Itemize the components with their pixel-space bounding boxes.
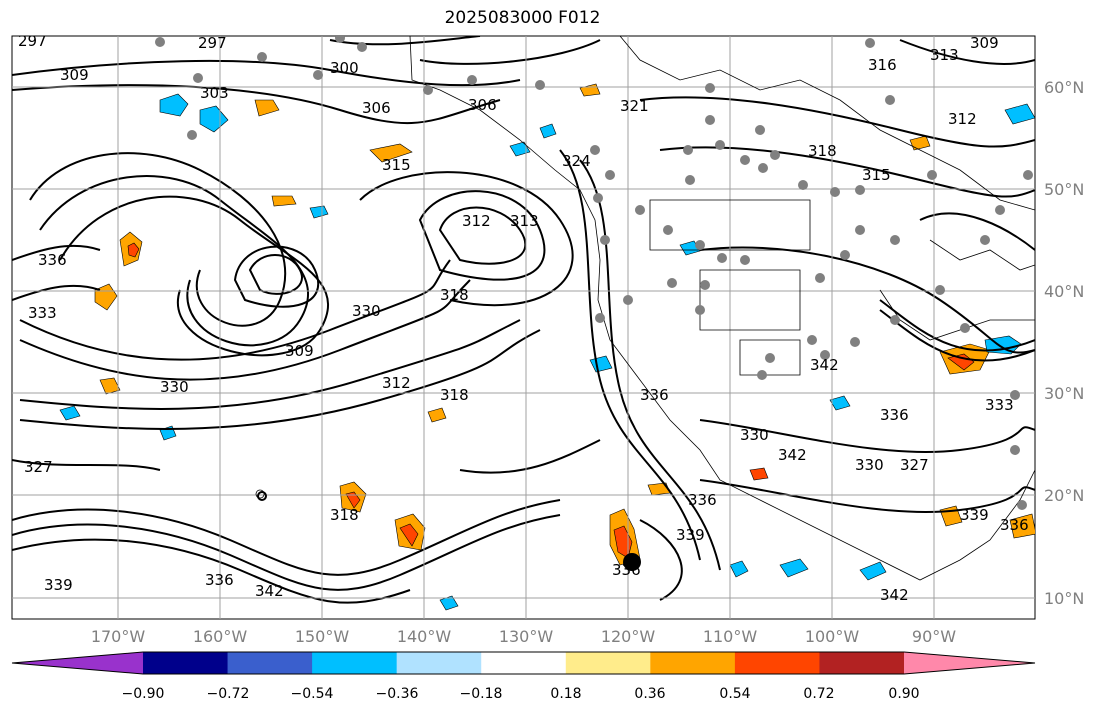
coastlines xyxy=(255,36,1035,581)
colorbar-tick-label: −0.36 xyxy=(376,686,419,702)
colorbar-segment xyxy=(143,652,229,674)
colorbar-tick-label: −0.72 xyxy=(207,686,250,702)
contour-label: 309 xyxy=(285,342,314,360)
contour-label: 339 xyxy=(44,576,73,594)
contour-label: 342 xyxy=(810,356,839,374)
contour-label: 336 xyxy=(880,406,909,424)
colorbar-ticks: −0.90 −0.72 −0.54 −0.36 −0.18 0.18 0.36 … xyxy=(122,686,920,702)
contour-label: 327 xyxy=(24,458,53,476)
lat-label-10n: 10°N xyxy=(1044,589,1084,608)
colorbar-extension-low xyxy=(12,652,143,674)
colorbar-segment xyxy=(734,652,820,674)
contour-label: 303 xyxy=(200,84,229,102)
colorbar xyxy=(11,651,1036,675)
contour-label: 330 xyxy=(740,426,769,444)
contour-label: 342 xyxy=(880,586,909,604)
contour-label: 315 xyxy=(862,166,891,184)
contour-label: 330 xyxy=(352,302,381,320)
contour-label: 333 xyxy=(28,304,57,322)
colorbar-tick-label: 0.90 xyxy=(888,686,919,702)
map-panel xyxy=(11,35,1036,620)
contour-label: 313 xyxy=(510,212,539,230)
colorbar-outline xyxy=(11,651,1036,675)
lon-label-160w: 160°W xyxy=(193,627,248,646)
lat-label-30n: 30°N xyxy=(1044,384,1084,403)
lon-label-170w: 170°W xyxy=(91,627,146,646)
colorbar-tick-label: −0.54 xyxy=(291,686,334,702)
colorbar-segment xyxy=(396,652,482,674)
map-title: 2025083000 F012 xyxy=(444,8,601,28)
storm-markers xyxy=(257,491,641,571)
colorbar-segment xyxy=(312,652,398,674)
contour-label: 318 xyxy=(330,506,359,524)
lon-label-110w: 110°W xyxy=(703,627,758,646)
longitude-axis: 170°W 160°W 150°W 140°W 130°W 120°W 110°… xyxy=(91,627,956,646)
contour-label: 312 xyxy=(462,212,491,230)
contour-label: 330 xyxy=(160,378,189,396)
lon-label-90w: 90°W xyxy=(912,627,956,646)
contour-label: 300 xyxy=(330,59,359,77)
colorbar-tick-label: 0.54 xyxy=(719,686,750,702)
lat-label-20n: 20°N xyxy=(1044,486,1084,505)
colorbar-extension-high xyxy=(904,652,1035,674)
colorbar-tick-label: 0.36 xyxy=(634,686,665,702)
colorbar-segment xyxy=(481,652,567,674)
contour-label: 312 xyxy=(382,374,411,392)
station-markers xyxy=(155,36,1033,510)
contour-label: 324 xyxy=(562,152,591,170)
lon-label-120w: 120°W xyxy=(601,627,656,646)
lon-label-140w: 140°W xyxy=(397,627,452,646)
contour-label: 309 xyxy=(60,66,89,84)
lon-label-100w: 100°W xyxy=(805,627,860,646)
contour-label: 318 xyxy=(440,286,469,304)
contour-label: 315 xyxy=(382,156,411,174)
contour-label: 339 xyxy=(676,526,705,544)
contour-label: 318 xyxy=(440,386,469,404)
contour-label: 321 xyxy=(620,97,649,115)
contour-label: 339 xyxy=(960,506,989,524)
lat-label-40n: 40°N xyxy=(1044,282,1084,301)
colorbar-tick-label: −0.18 xyxy=(460,686,503,702)
lon-label-130w: 130°W xyxy=(499,627,554,646)
contour-label: 336 xyxy=(612,561,641,579)
colorbar-segment xyxy=(650,652,736,674)
contour-lines xyxy=(12,36,1035,604)
colorbar-tick-label: 0.72 xyxy=(803,686,834,702)
contour-label: 306 xyxy=(468,96,497,114)
contour-label: 309 xyxy=(970,34,999,52)
lat-label-60n: 60°N xyxy=(1044,78,1084,97)
graticule xyxy=(12,36,1035,619)
contour-label: 297 xyxy=(18,32,47,50)
lat-label-50n: 50°N xyxy=(1044,180,1084,199)
contour-label: 342 xyxy=(255,582,284,600)
contour-label: 342 xyxy=(778,446,807,464)
contour-label: 297 xyxy=(198,34,227,52)
contour-label: 327 xyxy=(900,456,929,474)
contour-label: 316 xyxy=(868,56,897,74)
latitude-axis: 60°N 50°N 40°N 30°N 20°N 10°N xyxy=(1044,78,1084,608)
contour-label: 313 xyxy=(930,46,959,64)
colorbar-segment xyxy=(819,652,905,674)
colorbar-tick-label: −0.90 xyxy=(122,686,165,702)
colorbar-tick-label: 0.18 xyxy=(550,686,581,702)
contour-label: 312 xyxy=(948,110,977,128)
contour-label: 318 xyxy=(808,142,837,160)
contour-label: 336 xyxy=(38,251,67,269)
contour-label: 333 xyxy=(985,396,1014,414)
contour-label: 336 xyxy=(1000,516,1029,534)
contour-label: 336 xyxy=(640,386,669,404)
lon-label-150w: 150°W xyxy=(295,627,350,646)
colorbar-segment xyxy=(565,652,651,674)
contour-label: 306 xyxy=(362,99,391,117)
contour-label: 336 xyxy=(688,491,717,509)
contour-label-group: 297 297 309 303 300 306 321 316 313 309 … xyxy=(18,32,1029,604)
colorbar-segment xyxy=(227,652,313,674)
contour-label: 330 xyxy=(855,456,884,474)
contour-label: 336 xyxy=(205,571,234,589)
